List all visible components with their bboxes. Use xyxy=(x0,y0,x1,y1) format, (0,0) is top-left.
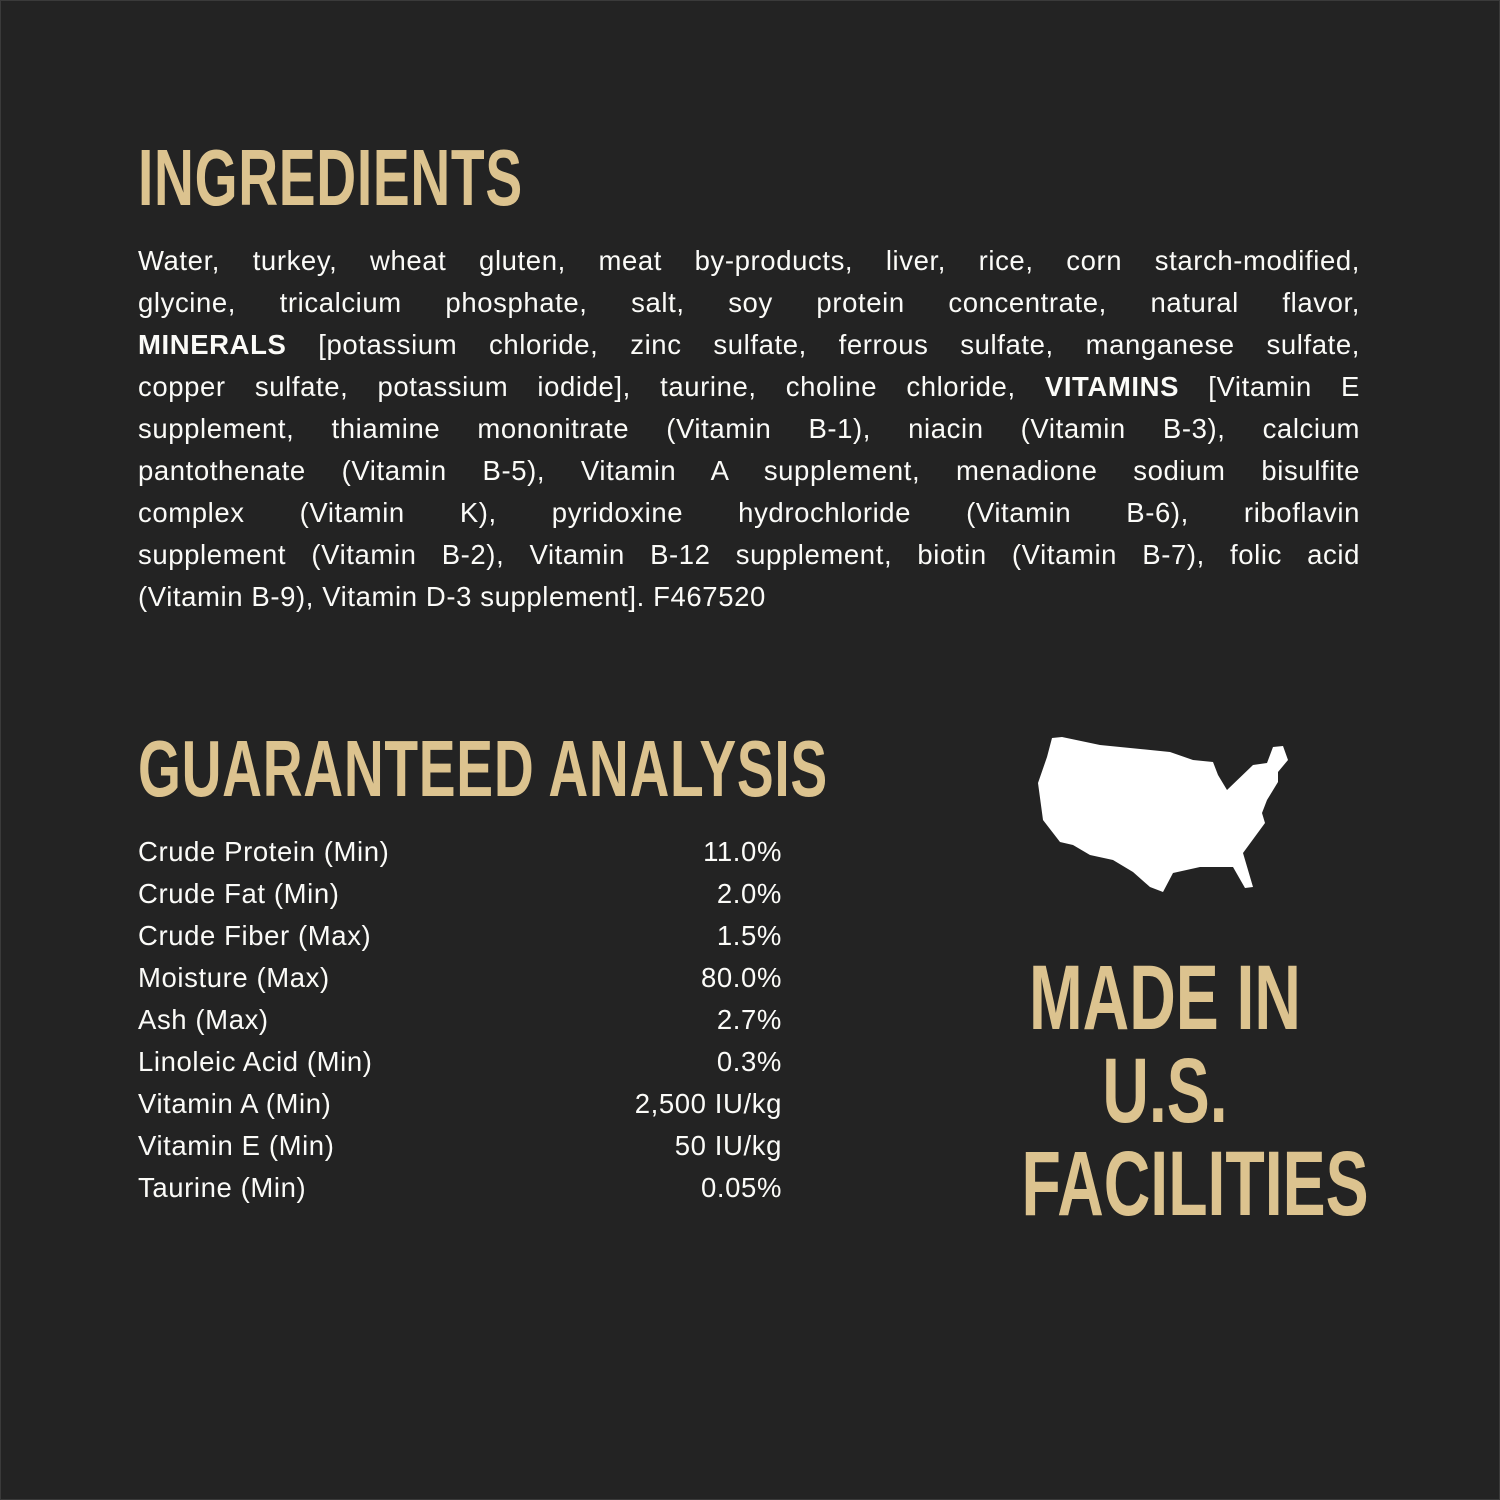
nutrient-value: 80.0% xyxy=(701,962,782,993)
nutrient-label: Vitamin E (Min) xyxy=(138,1130,335,1161)
ingredients-line: pantothenate (Vitamin B-5), Vitamin A su… xyxy=(138,450,1360,492)
ingredients-line: glycine, tricalcium phosphate, salt, soy… xyxy=(138,282,1360,324)
nutrient-value: 2.0% xyxy=(716,878,782,909)
nutrient-value: 0.3% xyxy=(716,1046,782,1077)
nutrient-value: 2,500 IU/kg xyxy=(634,1088,782,1119)
analysis-row: Vitamin A (Min) 2,500 IU/kg xyxy=(138,1083,782,1125)
nutrient-label: Crude Protein (Min) xyxy=(138,836,390,867)
ingredient-text: supplement, thiamine mononitrate (Vitami… xyxy=(138,413,1360,444)
ingredient-text: copper sulfate, potassium iodide], tauri… xyxy=(138,371,1045,402)
ingredient-category-label: MINERALS xyxy=(138,329,287,360)
nutrient-label: Ash (Max) xyxy=(138,1004,269,1035)
nutrient-value: 11.0% xyxy=(703,836,782,867)
ingredients-list: Water, turkey, wheat gluten, meat by-pro… xyxy=(138,240,1360,618)
nutrient-value: 1.5% xyxy=(716,920,782,951)
badge-line: U.S. xyxy=(1102,1040,1228,1142)
nutrient-label: Vitamin A (Min) xyxy=(138,1088,332,1119)
nutrient-label: Crude Fiber (Max) xyxy=(138,920,372,951)
nutrient-value: 0.05% xyxy=(701,1172,782,1203)
ingredients-line: MINERALS [potassium chloride, zinc sulfa… xyxy=(138,324,1360,366)
nutrient-label: Moisture (Max) xyxy=(138,962,330,993)
analysis-row: Taurine (Min) 0.05% xyxy=(138,1167,782,1209)
made-in-us-badge: MADE IN U.S. FACILITIES xyxy=(960,952,1370,1231)
ingredient-text: supplement (Vitamin B-2), Vitamin B-12 s… xyxy=(138,539,1360,570)
nutrient-label: Taurine (Min) xyxy=(138,1172,307,1203)
analysis-row: Moisture (Max) 80.0% xyxy=(138,957,782,999)
ingredient-text: [potassium chloride, zinc sulfate, ferro… xyxy=(286,329,1360,360)
badge-line: MADE IN xyxy=(1029,947,1301,1049)
analysis-row: Linoleic Acid (Min) 0.3% xyxy=(138,1041,782,1083)
nutrient-value: 50 IU/kg xyxy=(674,1130,782,1161)
ingredient-category-label: VITAMINS xyxy=(1044,371,1180,402)
analysis-row: Crude Fat (Min) 2.0% xyxy=(138,873,782,915)
nutrient-label: Crude Fat (Min) xyxy=(138,878,340,909)
analysis-row: Ash (Max) 2.7% xyxy=(138,999,782,1041)
guaranteed-analysis-heading: GUARANTEED ANALYSIS xyxy=(138,724,828,813)
guaranteed-analysis-table: Crude Protein (Min) 11.0% Crude Fat (Min) 2… xyxy=(138,831,782,1209)
ingredients-line: Water, turkey, wheat gluten, meat by-pro… xyxy=(138,240,1360,282)
ingredients-line: supplement, thiamine mononitrate (Vitami… xyxy=(138,408,1360,450)
ingredients-line: (Vitamin B-9), Vitamin D-3 supplement]. … xyxy=(138,576,1360,618)
analysis-row: Crude Fiber (Max) 1.5% xyxy=(138,915,782,957)
ingredients-line: copper sulfate, potassium iodide], tauri… xyxy=(138,366,1360,408)
ingredients-line: complex (Vitamin K), pyridoxine hydrochl… xyxy=(138,492,1360,534)
ingredient-text: [Vitamin E xyxy=(1179,371,1360,402)
ingredients-line: supplement (Vitamin B-2), Vitamin B-12 s… xyxy=(138,534,1360,576)
analysis-row: Crude Protein (Min) 11.0% xyxy=(138,831,782,873)
ingredient-text: glycine, tricalcium phosphate, salt, soy… xyxy=(138,287,1360,318)
analysis-row: Vitamin E (Min) 50 IU/kg xyxy=(138,1125,782,1167)
ingredient-text: complex (Vitamin K), pyridoxine hydrochl… xyxy=(138,497,1360,528)
ingredient-text: (Vitamin B-9), Vitamin D-3 supplement]. … xyxy=(138,581,766,612)
ingredient-text: Water, turkey, wheat gluten, meat by-pro… xyxy=(138,245,1360,276)
ingredient-text: pantothenate (Vitamin B-5), Vitamin A su… xyxy=(138,455,1360,486)
nutrient-value: 2.7% xyxy=(716,1004,782,1035)
badge-line: FACILITIES xyxy=(1021,1133,1369,1235)
nutrient-label: Linoleic Acid (Min) xyxy=(138,1046,373,1077)
ingredients-heading: INGREDIENTS xyxy=(138,133,523,222)
